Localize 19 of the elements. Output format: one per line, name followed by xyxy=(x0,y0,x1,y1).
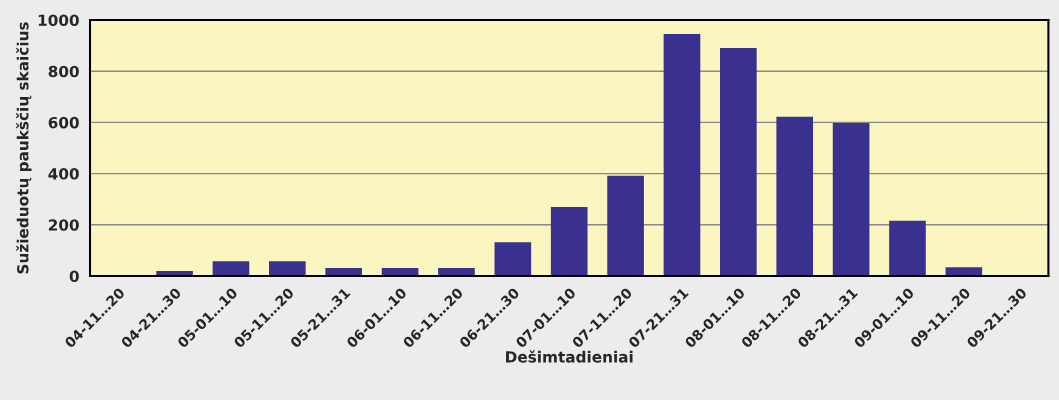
y-tick-label: 800 xyxy=(48,65,79,78)
bar xyxy=(212,261,250,276)
bar xyxy=(607,175,644,276)
bar xyxy=(889,220,926,276)
y-tick-label: 200 xyxy=(48,219,79,231)
x-axis-title: Dešimtadieniai xyxy=(506,350,633,363)
bar xyxy=(776,116,814,276)
bar xyxy=(832,122,870,276)
y-tick-label: 400 xyxy=(48,168,79,180)
bar xyxy=(269,261,306,276)
bar xyxy=(550,206,588,276)
y-axis-title: Sužieduotų paukščių skaičius xyxy=(16,22,32,274)
bar xyxy=(945,267,983,276)
y-tick-label: 1000 xyxy=(38,14,79,27)
bar xyxy=(720,47,757,276)
y-tick-label: 600 xyxy=(48,116,79,129)
bar xyxy=(663,34,701,276)
bar xyxy=(494,242,532,276)
y-tick-label: 0 xyxy=(69,270,79,283)
